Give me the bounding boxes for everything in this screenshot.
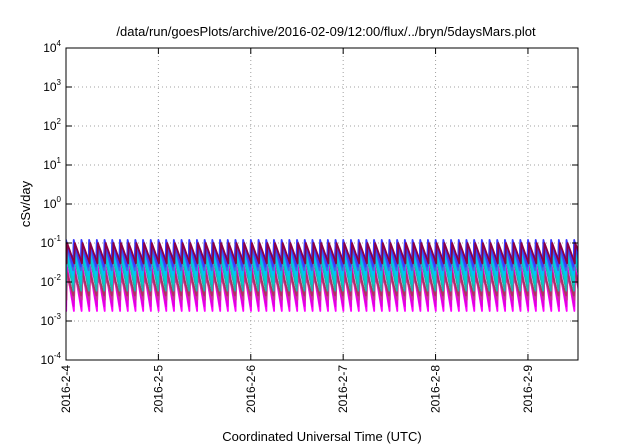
y-tick-label: 10-2: [41, 273, 62, 289]
x-axis-label: Coordinated Universal Time (UTC): [222, 429, 421, 444]
series-line: [66, 245, 578, 276]
series-line: [66, 250, 578, 285]
series-line: [66, 253, 578, 292]
x-tick-label: 2016-2-7: [336, 365, 350, 413]
y-tick-label: 103: [43, 78, 61, 94]
x-tick-label: 2016-2-8: [429, 365, 443, 413]
chart-title: /data/run/goesPlots/archive/2016-02-09/1…: [116, 24, 536, 39]
y-tick-label: 10-3: [41, 312, 62, 328]
series-line: [66, 239, 578, 268]
x-tick-label: 2016-2-5: [151, 365, 165, 413]
x-tick-label: 2016-2-9: [521, 365, 535, 413]
x-tick-label: 2016-2-6: [244, 365, 258, 413]
y-tick-label: 10-1: [41, 234, 62, 250]
series-line: [66, 269, 578, 297]
y-tick-label: 101: [43, 156, 61, 172]
y-tick-label: 104: [43, 39, 61, 55]
axis-ticks: [65, 47, 578, 361]
y-tick-label: 10-4: [41, 351, 62, 367]
y-tick-labels: 10-4 10-3 10-2 10-1 100 101 102 103 104: [41, 39, 62, 367]
series-line: [66, 242, 578, 265]
y-axis-label: cSv/day: [18, 180, 33, 227]
x-tick-label: 2016-2-4: [59, 365, 73, 413]
series-lines: [66, 239, 578, 312]
x-tick-labels: 2016-2-4 2016-2-5 2016-2-6 2016-2-7 2016-2-8…: [59, 365, 535, 413]
y-tick-label: 102: [43, 117, 61, 133]
grid-lines: [66, 48, 578, 360]
y-tick-label: 100: [43, 195, 61, 211]
